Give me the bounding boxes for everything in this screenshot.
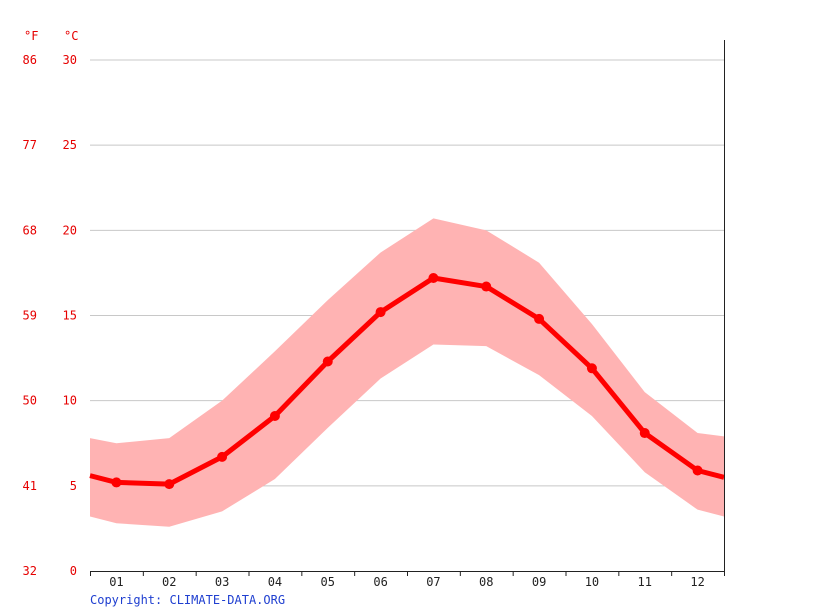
mean-point [375,307,386,318]
y-tick-label-c: 20 [63,223,77,237]
x-tick-label: 06 [373,575,387,589]
y-tick-label-f: 32 [23,564,37,578]
x-tick-label: 04 [268,575,282,589]
y-tick-labels-celsius: 0 5 10 15 20 25 30 [63,53,77,578]
mean-points [111,273,703,490]
mean-point [164,479,175,490]
y-tick-label-c: 10 [63,394,77,408]
y-tick-label-c: 25 [63,138,77,152]
x-tick-label: 10 [585,575,599,589]
x-tick-label: 11 [638,575,652,589]
mean-point [322,356,333,367]
x-tick-label: 05 [321,575,335,589]
unit-label-fahrenheit: °F [24,29,38,43]
y-tick-label-f: 86 [23,53,37,67]
y-tick-label-f: 50 [23,394,37,408]
x-tick-label: 08 [479,575,493,589]
mean-point [269,410,280,421]
y-tick-label-f: 59 [23,309,37,323]
y-tick-labels-fahrenheit: 32 41 50 59 68 77 86 [23,53,37,578]
x-tick-label: 02 [162,575,176,589]
mean-point [111,477,122,488]
mean-point [428,273,439,284]
mean-point [534,313,545,324]
y-tick-label-f: 68 [23,223,37,237]
y-tick-label-f: 77 [23,138,37,152]
mean-point [217,451,228,462]
x-tick-labels: 01 02 03 04 05 06 07 08 09 10 11 12 [109,575,705,589]
y-tick-label-c: 0 [70,564,77,578]
mean-point [586,363,597,374]
x-tick-label: 07 [426,575,440,589]
x-tick-marks [90,571,725,576]
y-tick-label-f: 41 [23,479,37,493]
y-tick-label-c: 15 [63,309,77,323]
unit-label-celsius: °C [64,29,78,43]
mean-point [639,428,650,439]
y-tick-label-c: 5 [70,479,77,493]
y-tick-label-c: 30 [63,53,77,67]
mean-point [481,281,492,292]
x-tick-label: 03 [215,575,229,589]
mean-point [692,465,703,476]
mean-temperature-line [89,275,725,487]
x-tick-label: 01 [109,575,123,589]
temperature-range-band [90,218,724,527]
x-tick-label: 12 [690,575,704,589]
copyright-link[interactable]: Copyright: CLIMATE-DATA.ORG [90,593,286,607]
x-tick-label: 09 [532,575,546,589]
